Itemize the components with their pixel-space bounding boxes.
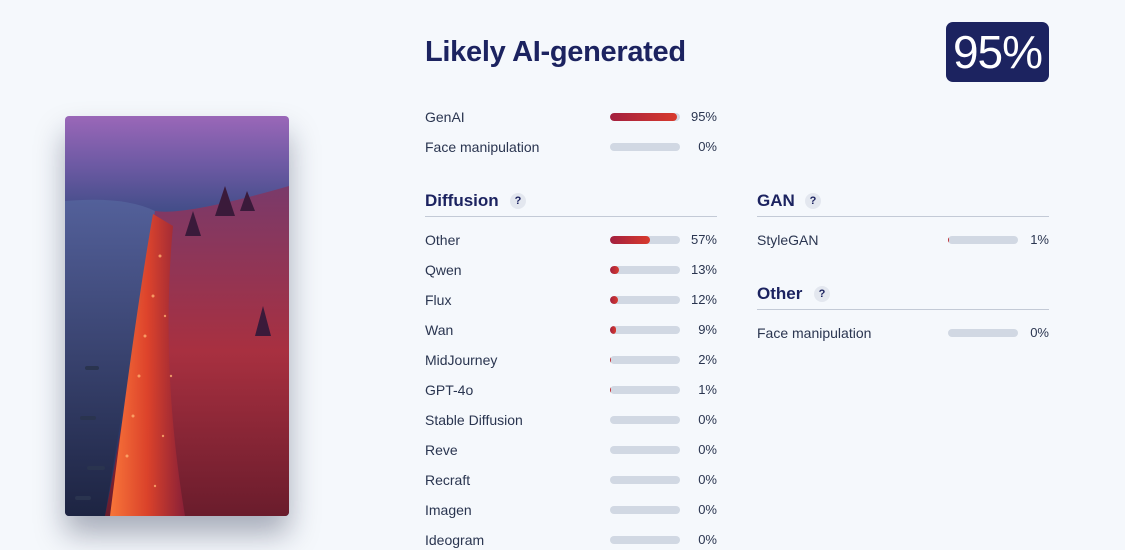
probability-bar (610, 266, 680, 274)
detector-label: MidJourney (425, 352, 498, 368)
probability-bar (610, 416, 680, 424)
section-other-title: Other (757, 284, 803, 303)
probability-value: 13% (690, 262, 717, 277)
detector-label: Flux (425, 292, 452, 308)
detector-row: Face manipulation 0% (757, 323, 1049, 343)
detector-row: GPT-4o 1% (425, 380, 717, 400)
detector-row: Reve 0% (425, 440, 717, 460)
probability-value: 0% (698, 502, 717, 517)
probability-value: 0% (698, 412, 717, 427)
probability-value: 12% (690, 292, 717, 307)
probability-value: 1% (1030, 232, 1049, 247)
probability-bar-fill (610, 296, 619, 304)
section-gan-header: GAN ? (757, 190, 1049, 217)
detector-row: Flux 12% (425, 290, 717, 310)
probability-bar (610, 326, 680, 334)
probability-value: 0% (698, 442, 717, 457)
probability-bar (610, 446, 680, 454)
probability-bar-fill (610, 326, 617, 334)
detector-label: Face manipulation (757, 325, 872, 341)
detector-row: Imagen 0% (425, 500, 717, 520)
probability-bar (610, 113, 680, 121)
detector-row: StyleGAN 1% (757, 230, 1049, 250)
probability-value: 2% (698, 352, 717, 367)
probability-bar (610, 506, 680, 514)
detector-label: Qwen (425, 262, 462, 278)
detector-label: GenAI (425, 109, 465, 125)
detector-row: Recraft 0% (425, 470, 717, 490)
section-diffusion-title: Diffusion (425, 191, 499, 210)
probability-value: 57% (690, 232, 717, 247)
city-aerial-night-image (65, 116, 289, 516)
probability-value: 0% (698, 532, 717, 547)
probability-bar (610, 143, 680, 151)
detector-row: GenAI 95% (425, 107, 717, 127)
detector-label: Ideogram (425, 532, 485, 548)
other-help-icon[interactable]: ? (814, 286, 830, 302)
section-gan-title: GAN (757, 191, 795, 210)
detector-label: Reve (425, 442, 458, 458)
probability-bar-fill (610, 266, 620, 274)
detector-label: Recraft (425, 472, 471, 488)
probability-bar-fill (610, 113, 677, 121)
analyzed-image-thumbnail (65, 116, 289, 516)
probability-bar (948, 236, 1018, 244)
section-other-header: Other ? (757, 283, 1049, 310)
probability-bar (610, 236, 680, 244)
detector-label: Stable Diffusion (425, 412, 523, 428)
probability-value: 0% (698, 139, 717, 154)
detector-label: Wan (425, 322, 454, 338)
probability-bar-fill (610, 356, 612, 364)
detector-row: Stable Diffusion 0% (425, 410, 717, 430)
detector-row: Other 57% (425, 230, 717, 250)
detector-label: StyleGAN (757, 232, 819, 248)
overall-score-badge: 95% (946, 22, 1049, 82)
probability-value: 0% (698, 472, 717, 487)
section-diffusion-header: Diffusion ? (425, 190, 717, 217)
detector-row: Qwen 13% (425, 260, 717, 280)
detector-label: GPT-4o (425, 382, 474, 398)
probability-value: 1% (698, 382, 717, 397)
probability-bar (610, 296, 680, 304)
detector-row: Ideogram 0% (425, 530, 717, 550)
detector-label: Other (425, 232, 461, 248)
gan-help-icon[interactable]: ? (805, 193, 821, 209)
probability-value: 0% (1030, 325, 1049, 340)
probability-bar (610, 356, 680, 364)
detector-row: Wan 9% (425, 320, 717, 340)
probability-bar (610, 476, 680, 484)
detector-label: Face manipulation (425, 139, 540, 155)
probability-value: 95% (690, 109, 717, 124)
probability-bar (610, 536, 680, 544)
probability-bar (610, 386, 680, 394)
detector-row: Face manipulation 0% (425, 137, 717, 157)
page-title: Likely AI-generated (425, 36, 686, 68)
probability-bar-fill (948, 236, 949, 244)
probability-bar-fill (610, 386, 611, 394)
probability-bar (948, 329, 1018, 337)
probability-value: 9% (698, 322, 717, 337)
detector-label: Imagen (425, 502, 472, 518)
probability-bar-fill (610, 236, 650, 244)
diffusion-help-icon[interactable]: ? (510, 193, 526, 209)
detector-row: MidJourney 2% (425, 350, 717, 370)
